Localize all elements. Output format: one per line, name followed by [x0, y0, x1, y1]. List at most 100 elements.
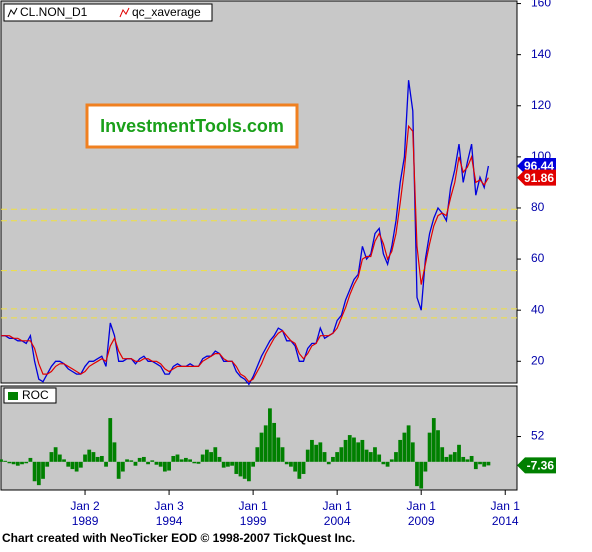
roc-bar [183, 457, 188, 462]
roc-bar [297, 461, 302, 479]
roc-bar [179, 459, 184, 462]
y-tick-label: 40 [531, 302, 545, 316]
roc-bar [146, 461, 150, 465]
roc-bar [347, 435, 352, 462]
roc-bar [213, 447, 218, 462]
roc-bar [116, 461, 121, 479]
x-tick-year: 1989 [72, 514, 99, 528]
roc-bar [356, 442, 361, 462]
legend [3, 3, 213, 22]
roc-bar [284, 461, 289, 465]
watermark: InvestmentTools.com [100, 116, 284, 136]
value-badge-label: 91.86 [524, 171, 554, 185]
roc-bar [78, 461, 83, 468]
roc-bar [310, 439, 314, 462]
roc-bar [66, 461, 71, 467]
roc-bar [120, 461, 125, 472]
roc-bar [41, 461, 45, 479]
roc-bar [280, 447, 285, 462]
watermark-box [85, 103, 299, 149]
roc-bar [141, 456, 146, 462]
x-tick-label: Jan 1 [407, 499, 437, 513]
roc-bar [171, 455, 176, 462]
roc-bar [104, 461, 108, 467]
roc-bar [368, 452, 373, 462]
x-tick-label: Jan 2 [70, 499, 100, 513]
y-tick-label: 160 [531, 0, 551, 10]
roc-bar [293, 461, 298, 472]
y-tick-label: 80 [531, 200, 545, 214]
roc-bar [410, 442, 415, 462]
roc-bar [158, 461, 163, 467]
roc-bar [57, 454, 62, 462]
y-tick-label: 60 [531, 251, 545, 265]
roc-bar [263, 425, 268, 462]
roc-bar [461, 456, 466, 462]
roc-bar [385, 461, 390, 467]
roc-bar [448, 454, 453, 462]
roc-bar [398, 439, 403, 462]
roc-bar [305, 449, 310, 462]
roc-bar [465, 459, 470, 462]
legend-icon [7, 7, 18, 18]
roc-bar [478, 461, 482, 465]
roc-bar [381, 461, 386, 465]
roc-bar [331, 456, 335, 462]
y-tick-label: 52 [531, 429, 545, 443]
footer: Chart created with NeoTicker EOD © 1998-… [2, 531, 355, 545]
roc-bar [91, 452, 96, 462]
roc-bar [423, 461, 428, 472]
legend-icon [8, 392, 18, 400]
roc-bar [28, 457, 33, 462]
roc-bar [389, 459, 394, 462]
roc-bar [234, 461, 239, 474]
x-tick-year: 2009 [408, 514, 435, 528]
roc-bar [0, 459, 3, 462]
roc-bar [87, 449, 92, 462]
roc-bar [406, 425, 411, 462]
roc-bar [125, 459, 129, 462]
roc-bar [205, 449, 209, 462]
value-badge-label: -7.36 [527, 459, 555, 473]
roc-bar [3, 460, 8, 462]
roc-bar [226, 461, 230, 467]
roc-bar [209, 452, 213, 462]
series-line [1, 80, 490, 386]
roc-bar [364, 449, 369, 462]
roc-bar [242, 461, 247, 479]
roc-bar [314, 444, 319, 462]
roc-bar [24, 461, 29, 464]
roc-bar [167, 461, 171, 471]
roc-bar [322, 452, 327, 462]
roc-bar [70, 461, 75, 470]
legend-label: qc_xaverage [132, 5, 201, 19]
roc-bar [251, 461, 256, 467]
roc-bar [373, 447, 377, 462]
roc-bar [53, 447, 58, 462]
price-panel [0, 0, 518, 384]
roc-bar [444, 456, 449, 462]
roc-bar [419, 461, 424, 489]
roc-bar [74, 461, 79, 472]
roc-bar [360, 439, 365, 462]
roc-bar [83, 454, 87, 462]
roc-bar [238, 461, 243, 477]
roc-bar [343, 439, 348, 462]
roc-bar [326, 461, 331, 465]
roc-bar [427, 432, 432, 462]
roc-bar [221, 461, 226, 468]
roc-bar [482, 461, 487, 467]
roc-bar [217, 456, 222, 462]
roc-bar [154, 461, 159, 465]
roc-bar [318, 442, 323, 462]
x-tick-year: 2004 [324, 514, 351, 528]
x-tick-label: Jan 1 [491, 499, 521, 513]
x-tick-label: Jan 3 [154, 499, 184, 513]
roc-bar [175, 454, 180, 462]
roc-bar [133, 461, 138, 466]
roc-bar [452, 452, 457, 462]
series-line [1, 124, 489, 383]
y-tick-label: 120 [531, 98, 551, 112]
roc-bar [335, 452, 340, 462]
